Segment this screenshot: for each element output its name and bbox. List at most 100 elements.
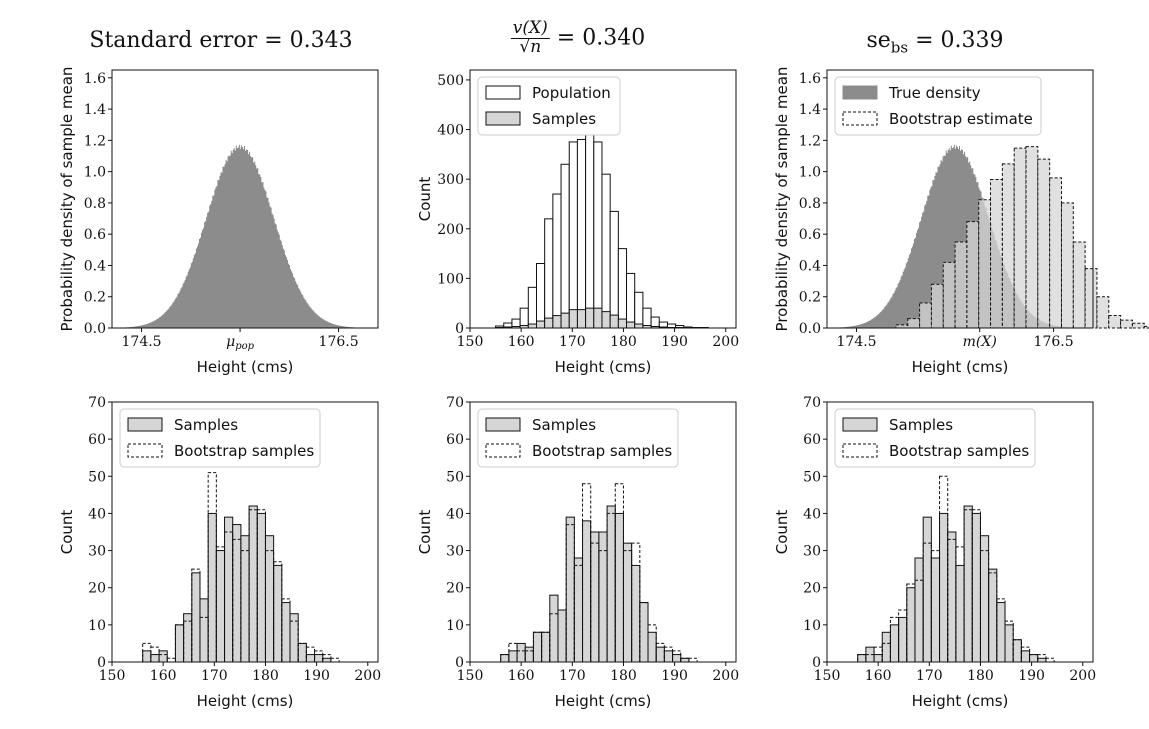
p5-samples-bar (590, 531, 600, 663)
p2-population-bar (634, 291, 644, 329)
p5-ytick-label: 20 (446, 581, 464, 597)
p6-ytick-label: 20 (803, 581, 821, 597)
p6-xtick-label: 170 (916, 668, 943, 684)
p6-samples-bar (914, 557, 924, 663)
p5-bootstrap-samples-bar (688, 657, 698, 663)
p2-samples-bar (527, 323, 537, 329)
p6-axes-frame (826, 401, 1094, 663)
p2-ytick-label: 400 (437, 123, 464, 139)
p5-xtick-label: 180 (610, 668, 637, 684)
p1-xtick-label: μpop (226, 334, 255, 352)
p6-samples-bar (939, 512, 949, 663)
p3-ytick-label: 1.0 (799, 165, 821, 181)
p6-samples-bar (947, 531, 957, 663)
p6-ytick-label: 70 (803, 395, 821, 411)
p3-ytick-label: 1.2 (799, 133, 821, 149)
p2-ytick-label: 100 (437, 271, 464, 287)
p2-samples-bar (617, 318, 628, 329)
p4-ylabel: Count (58, 510, 76, 555)
p5-legend-swatch (485, 443, 521, 458)
p3-bootstrap-bar (1049, 177, 1062, 329)
p5-ytick-label: 0 (455, 655, 464, 671)
p6-samples-bar (873, 654, 883, 663)
p4-samples-bar (314, 654, 324, 663)
p5-samples-bar (614, 512, 624, 663)
p4-xlabel: Height (cms) (197, 692, 294, 710)
p3-bootstrap-bar (1072, 241, 1086, 329)
p4-ytick-label: 30 (88, 544, 106, 560)
p5-samples-bar (508, 650, 518, 663)
p2-xtick-label: 150 (457, 334, 484, 350)
p2-samples-bar (593, 307, 603, 329)
p3-plot: 0.0 0.2 0.4 0.6 0.8 1.0 1.2 1.4 1.6 174.5 m(X) 176.… (773, 67, 1149, 376)
p1-ytick-label: 0.6 (84, 227, 106, 243)
p4-samples-bar (256, 512, 266, 663)
p6-samples-bar (889, 624, 900, 663)
p3-legend-box (834, 76, 1042, 136)
p4-ytick-label: 10 (88, 618, 106, 634)
p5-samples-bar (672, 654, 682, 663)
p4-samples-bar (297, 642, 307, 663)
panel1-title-text: Standard error = 0.343 (89, 28, 353, 53)
p6-bootstrap-samples-bar (865, 654, 875, 663)
p4-xtick-label: 180 (252, 668, 279, 684)
p3-legend-label: Bootstrap estimate (889, 110, 1033, 128)
panel1-title: Standard error = 0.343 (89, 28, 352, 53)
p6-xtick-label: 150 (814, 668, 841, 684)
p3-bootstrap-bar (1120, 319, 1133, 329)
p4-samples-bar (232, 524, 242, 663)
p3-legend-swatch (842, 111, 878, 126)
p2-samples-bar (576, 309, 587, 329)
p5-samples-bar (557, 609, 567, 663)
p3-ytick-label: 1.4 (799, 102, 821, 118)
p5-plot: 0 10 20 30 40 50 60 70 150 160 170 180 190 200 Height … (416, 395, 739, 710)
p5-samples-bar (622, 542, 633, 663)
p6-samples-bar (963, 505, 973, 663)
p5-samples-bar (549, 594, 559, 663)
p1-ytick-label: 0.8 (84, 196, 106, 212)
p1-ytick-label: 0.2 (84, 290, 106, 306)
panel3-title: sebs = 0.339 (866, 28, 1003, 56)
p3-bootstrap-bar (919, 302, 932, 329)
p6-xtick-label: 160 (865, 668, 892, 684)
p3-bootstrap-bar (1037, 158, 1051, 329)
p3-ylabel: Probability density of sample mean (773, 67, 791, 332)
p4-bootstrap-samples-bar (330, 657, 340, 663)
p3-xtick-label: m(X) (963, 334, 997, 350)
p4-samples-bar (158, 650, 168, 663)
p6-samples-bar (857, 654, 867, 663)
p6-samples-bar (898, 616, 908, 663)
p2-population-bar (593, 141, 603, 329)
p6-legend-swatch (842, 417, 878, 432)
p5-samples-bar (639, 602, 649, 663)
p4-samples-bar (240, 535, 250, 663)
p2-population-bar (601, 173, 611, 329)
p2-population-bar (560, 163, 570, 329)
p5-legend-label: Bootstrap samples (532, 442, 672, 460)
p5-samples-bar (500, 654, 510, 663)
p2-samples-bar (585, 307, 595, 329)
p6-ytick-label: 10 (803, 618, 821, 634)
p3-ytick-label: 0.8 (799, 196, 821, 212)
p3-bootstrap-bar (954, 241, 968, 329)
p5-legend-swatch (485, 417, 521, 432)
p3-legend-swatch (842, 85, 878, 100)
p3-ytick-label: 0.4 (799, 258, 821, 274)
p3-axes-frame (826, 69, 1094, 329)
p3-bootstrap-bar (978, 199, 992, 329)
p6-samples-bar (988, 568, 998, 663)
p2-population-bar (585, 129, 595, 329)
p6-samples-bar (979, 535, 990, 663)
p5-samples-bar (516, 642, 526, 663)
p2-xtick-label: 180 (610, 334, 637, 350)
p2-population-bar (552, 193, 562, 329)
p6-samples-bar (1004, 624, 1014, 663)
p3-bootstrap-bar (930, 283, 944, 329)
p4-samples-bar (281, 602, 291, 663)
p6-samples-bar (922, 516, 932, 663)
p4-samples-bar (191, 572, 201, 663)
p6-legend-swatch (842, 443, 878, 458)
p3-xlabel: Height (cms) (912, 358, 1009, 376)
p6-ylabel: Count (773, 510, 791, 555)
p2-population-bar (527, 286, 537, 329)
